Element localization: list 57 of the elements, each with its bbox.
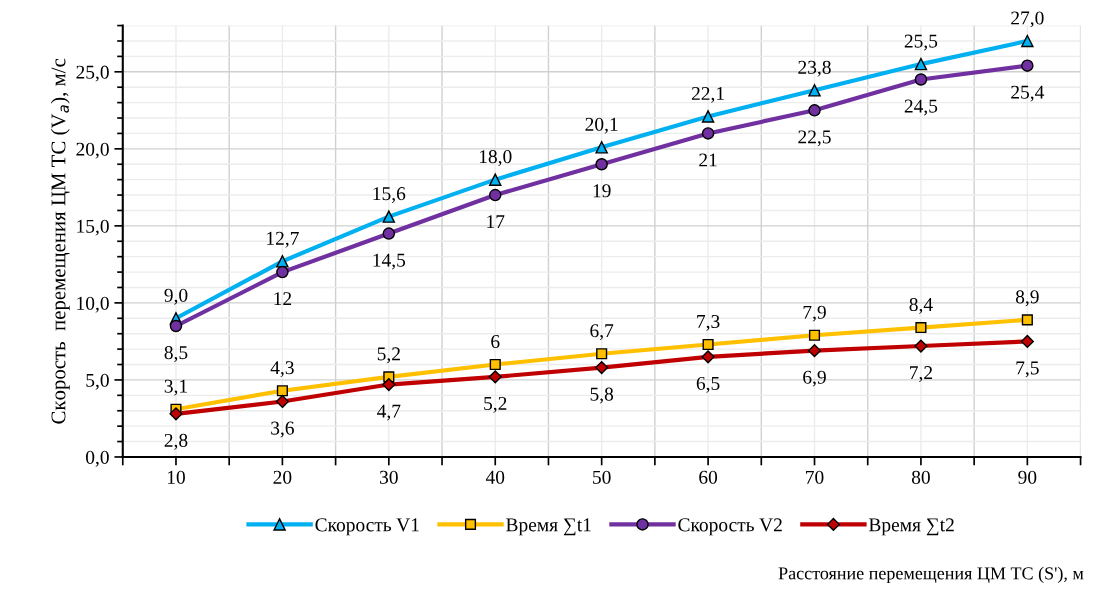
data-label: 3,6 <box>271 421 294 438</box>
data-label: 4,3 <box>270 361 294 378</box>
data-label: 6,5 <box>696 376 720 393</box>
data-label: 22,5 <box>798 130 831 147</box>
y-tick-label: 15,0 <box>77 219 109 236</box>
legend-label: Скорость V1 <box>315 518 419 536</box>
data-label: 25,4 <box>1011 85 1045 102</box>
y-tick-label: 25,0 <box>76 65 109 82</box>
data-label: 19 <box>593 184 611 198</box>
data-label: 3,1 <box>164 379 187 396</box>
data-label: 8,9 <box>1015 290 1039 307</box>
x-tick-label: 70 <box>806 470 824 484</box>
x-tick-label: 50 <box>593 470 611 484</box>
data-label: 8,5 <box>164 346 188 362</box>
data-label: 27,0 <box>1011 11 1044 28</box>
x-tick-label: 60 <box>699 470 718 484</box>
data-label: 4,7 <box>377 404 401 421</box>
data-label: 15,6 <box>373 187 406 203</box>
data-label: 12,7 <box>267 231 299 248</box>
data-label: 9,0 <box>164 288 188 305</box>
x-tick-label: 30 <box>380 470 398 484</box>
x-tick-label: 40 <box>485 470 505 484</box>
y-tick-label: 20,0 <box>76 142 109 159</box>
y-tick-label: 5,0 <box>86 373 109 390</box>
x-tick-label: 10 <box>167 470 185 484</box>
data-label: 23,8 <box>798 60 831 77</box>
data-label: 6 <box>491 335 500 349</box>
data-label: 5,2 <box>484 396 507 413</box>
x-tick-label: 90 <box>1018 470 1037 484</box>
data-label: 7,2 <box>910 366 933 382</box>
data-label: 2,8 <box>164 433 188 450</box>
data-label: 21 <box>699 153 717 167</box>
y-tick-label: 10,0 <box>77 296 109 313</box>
y-axis-title: Скорость перемещения ЦМ ТС (V$_{a}$), м/с <box>50 58 70 424</box>
data-label: 5,8 <box>590 387 614 404</box>
data-label: 22,1 <box>691 86 724 103</box>
x-axis-title: Расстояние перемещения ЦМ ТС (S'), м <box>778 566 1084 584</box>
data-label: 25,5 <box>904 34 938 51</box>
data-label: 7,3 <box>697 314 720 331</box>
x-tick-label: 80 <box>911 470 930 484</box>
data-label: 24,5 <box>904 99 938 116</box>
legend-label: Время ∑t1 <box>506 518 591 536</box>
legend-label: Время ∑t2 <box>868 518 954 536</box>
data-label: 6,9 <box>803 370 826 387</box>
data-label: 5,2 <box>377 347 400 364</box>
data-label: 20,1 <box>585 117 618 134</box>
data-label: 18,0 <box>479 150 512 166</box>
data-label: 8,4 <box>909 297 933 314</box>
x-tick-label: 20 <box>273 470 292 484</box>
data-label: 14,5 <box>373 253 406 270</box>
legend-label: Скорость V2 <box>678 518 782 536</box>
data-label: 7,5 <box>1016 361 1039 378</box>
y-tick-label: 0,0 <box>86 450 109 467</box>
data-label: 12 <box>274 292 292 306</box>
data-label: 6,7 <box>590 324 614 341</box>
data-label: 17 <box>487 215 505 228</box>
data-label: 7,9 <box>803 305 826 322</box>
